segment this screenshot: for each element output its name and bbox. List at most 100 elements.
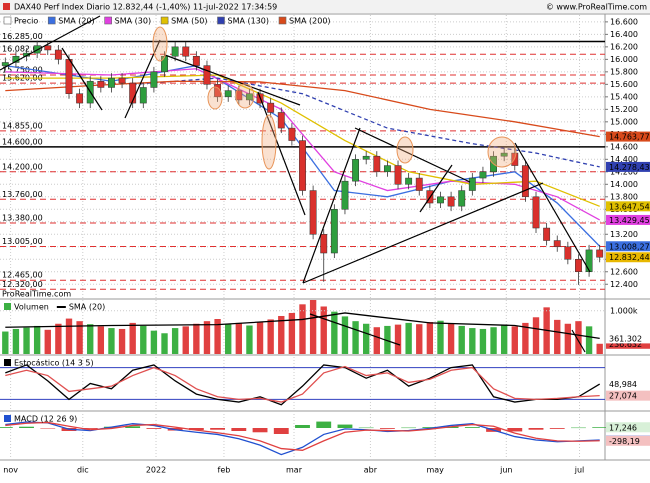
level-label: 16.082,00 <box>2 45 43 54</box>
level-label: 12.465,00 <box>2 271 43 280</box>
histogram-bar <box>401 427 417 429</box>
candle-body <box>192 55 200 66</box>
histogram-bar <box>210 428 226 430</box>
y-tick-label: 14.000 <box>610 180 638 189</box>
highlight <box>261 114 277 170</box>
candle-body <box>182 46 190 57</box>
volume-bar <box>373 327 380 354</box>
y-tick-label: 15.400 <box>610 92 638 101</box>
y-tick-label: 12.400 <box>610 280 638 289</box>
candle-body <box>479 171 487 179</box>
histogram-bar <box>146 428 162 429</box>
volume-bar <box>76 321 83 354</box>
volume-bar <box>235 322 242 354</box>
volume-bar <box>214 319 221 354</box>
candle-body <box>267 102 275 113</box>
candle-body <box>108 77 115 88</box>
end-label: 13.647,54 <box>609 202 650 211</box>
end-label: 14.278,43 <box>609 163 650 172</box>
histogram-bar <box>295 425 310 428</box>
legend-swatch <box>47 16 56 25</box>
legend-swatch <box>4 359 11 366</box>
x-tick-label: dic <box>77 466 89 475</box>
candle-body <box>309 190 317 235</box>
candle-body <box>437 196 444 204</box>
y-tick-label: 15.600 <box>610 80 638 89</box>
candle-body <box>44 45 52 51</box>
y-tick-label: 1.000k <box>610 306 638 315</box>
candle-body <box>118 77 126 84</box>
end-label-box <box>606 131 650 142</box>
volume-bar <box>564 323 572 354</box>
x-tick-label: may <box>426 466 444 475</box>
volume-bar <box>447 323 455 354</box>
candle-body <box>320 234 328 254</box>
trendline <box>419 164 453 213</box>
trendline <box>61 47 103 111</box>
volume-bar <box>288 312 296 354</box>
y-tick-label: 15.200 <box>610 105 638 114</box>
candle-body <box>585 249 593 273</box>
trendline <box>302 182 544 284</box>
volume-bar <box>55 323 62 354</box>
x-tick-label: nov <box>3 466 18 475</box>
highlight <box>152 26 168 62</box>
level-label: 12.320,00 <box>2 280 43 289</box>
x-tick-label: abr <box>364 466 378 475</box>
end-label-box <box>606 214 650 225</box>
candle-body <box>543 227 551 241</box>
candle-body <box>54 49 62 60</box>
histogram-bar <box>422 427 438 428</box>
candle-body <box>500 152 508 157</box>
level-label: 14.200,00 <box>2 162 43 171</box>
series-line <box>5 80 600 138</box>
level-label: 13.005,00 <box>2 237 43 246</box>
trendline <box>164 54 301 106</box>
y-tick-label: 16.600 <box>610 17 638 26</box>
volume-bar <box>596 343 603 354</box>
volume-bar <box>118 328 126 354</box>
end-label: 48,984 <box>609 380 637 389</box>
volume-bar <box>161 333 168 354</box>
volume-bar <box>299 304 306 354</box>
end-label-box <box>606 201 650 212</box>
volume-bar <box>363 323 370 354</box>
candle-body <box>288 127 296 141</box>
level-label: 15.750,00 <box>2 65 43 74</box>
y-tick-label: 12.600 <box>610 267 638 276</box>
candle-body <box>415 177 423 191</box>
volume-bar <box>278 315 285 354</box>
level-label: 14.855,00 <box>2 121 43 130</box>
x-tick-label: jul <box>574 466 585 475</box>
trendline <box>302 127 361 284</box>
legend-label: SMA (30) <box>115 17 151 26</box>
candle-body <box>65 59 73 94</box>
volume-bar <box>554 319 561 354</box>
legend-swatch <box>160 16 169 25</box>
series-line <box>5 312 600 340</box>
y-tick-label: 13.200 <box>610 230 638 239</box>
volume-bar <box>23 327 30 354</box>
volume-bar <box>33 325 41 354</box>
end-label-box <box>606 161 650 172</box>
y-tick-label: 16.000 <box>610 55 638 64</box>
series-line <box>5 74 600 207</box>
end-label: 13.429,45 <box>609 216 650 225</box>
highlight <box>207 86 223 110</box>
volume-bar <box>203 321 211 354</box>
legend-label: SMA (50) <box>171 17 207 26</box>
volume-bar <box>320 306 327 354</box>
legend-swatch <box>4 303 11 310</box>
volume-bar <box>171 328 179 354</box>
volume-bar <box>458 325 465 354</box>
end-label: 13.008,27 <box>609 242 650 251</box>
header-icon <box>3 3 10 10</box>
volume-bar <box>394 324 402 354</box>
trendline <box>0 15 101 71</box>
candle-body <box>373 155 381 173</box>
histogram-bar <box>188 428 204 431</box>
highlight <box>235 83 255 109</box>
legend-swatch <box>4 415 11 422</box>
end-label-box <box>606 422 650 433</box>
